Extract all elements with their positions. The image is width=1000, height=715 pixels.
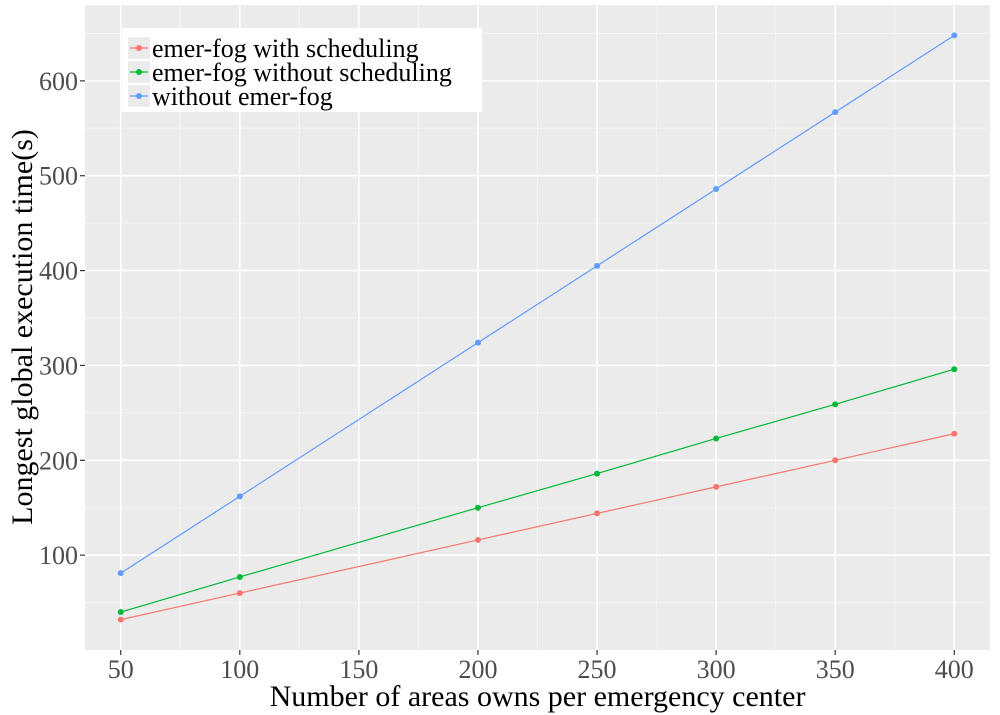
series-3 xyxy=(117,32,958,577)
data-point xyxy=(236,493,243,500)
legend-background xyxy=(122,28,482,112)
legend-key-point xyxy=(136,93,142,99)
legend-label: emer-fog without scheduling xyxy=(152,58,452,87)
y-axis-title: Longest global execution time(s) xyxy=(6,129,39,525)
legend-key xyxy=(128,61,150,83)
data-point xyxy=(713,483,720,490)
data-point xyxy=(474,504,481,511)
x-tick-label: 400 xyxy=(935,655,974,684)
y-tick-label: 500 xyxy=(39,162,78,191)
data-point xyxy=(594,470,601,477)
minor-gridlines xyxy=(85,5,990,650)
data-point xyxy=(236,573,243,580)
data-point xyxy=(951,366,958,373)
data-point xyxy=(117,616,124,623)
legend-key-point xyxy=(136,45,142,51)
series-layer xyxy=(117,32,958,623)
data-point xyxy=(594,510,601,517)
y-tick-label: 200 xyxy=(39,446,78,475)
data-point xyxy=(713,186,720,193)
data-point xyxy=(474,339,481,346)
data-point xyxy=(951,32,958,39)
series-1 xyxy=(117,430,958,623)
data-point xyxy=(117,570,124,577)
series-2 xyxy=(117,366,958,616)
data-point xyxy=(236,590,243,597)
x-tick-label: 50 xyxy=(108,655,134,684)
data-point xyxy=(474,536,481,543)
x-tick-label: 100 xyxy=(220,655,259,684)
data-point xyxy=(951,430,958,437)
y-tick-label: 100 xyxy=(39,541,78,570)
x-tick-label: 200 xyxy=(458,655,497,684)
x-tick-label: 150 xyxy=(339,655,378,684)
x-axis-title: Number of areas owns per emergency cente… xyxy=(270,680,806,713)
data-point xyxy=(594,262,601,269)
data-point xyxy=(832,109,839,116)
data-point xyxy=(832,457,839,464)
legend-key xyxy=(128,37,150,59)
x-tick-label: 350 xyxy=(816,655,855,684)
x-tick-label: 300 xyxy=(697,655,736,684)
y-axis: 100 200 300 400 500 600 xyxy=(39,67,85,570)
data-point xyxy=(117,609,124,616)
y-tick-label: 600 xyxy=(39,67,78,96)
x-tick-label: 250 xyxy=(578,655,617,684)
legend-label: without emer-fog xyxy=(152,82,333,111)
legend-key-point xyxy=(136,69,142,75)
data-point xyxy=(832,401,839,408)
data-point xyxy=(713,435,720,442)
y-tick-label: 300 xyxy=(39,351,78,380)
y-tick-label: 400 xyxy=(39,257,78,286)
x-axis: 50 100 150 200 250 300 350 400 xyxy=(108,650,974,684)
legend-key xyxy=(128,85,150,107)
legend-label: emer-fog with scheduling xyxy=(152,34,419,63)
